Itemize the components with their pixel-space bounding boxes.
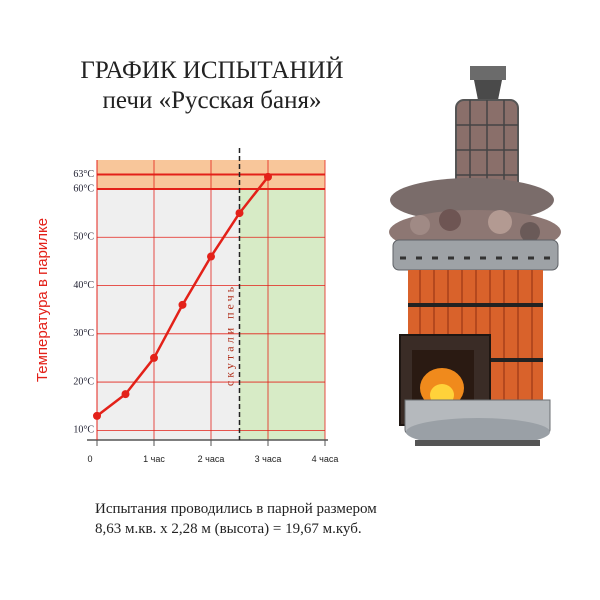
y-tick-label: 20°C bbox=[73, 376, 94, 387]
data-point bbox=[207, 252, 215, 261]
plot: 10°C 20°C 30°C 40°C 50°C 60°C 63°C 0 1 час 2 часа… bbox=[34, 148, 338, 464]
y-tick-label: 63°C bbox=[73, 169, 94, 180]
y-tick-label: 10°C bbox=[73, 425, 94, 436]
x-tick-label: 2 часа bbox=[198, 454, 225, 464]
y-tick-label: 30°C bbox=[73, 328, 94, 339]
y-axis-label: Температура в парилке bbox=[34, 218, 51, 382]
data-point bbox=[150, 353, 158, 362]
x-tick-label: 3 часа bbox=[255, 454, 282, 464]
chart-title: ГРАФИК ИСПЫТАНИЙ bbox=[80, 56, 343, 84]
data-point bbox=[93, 411, 101, 420]
divider-label: скутали печь bbox=[223, 284, 237, 386]
holding-zone bbox=[239, 188, 325, 440]
y-tick-label: 60°C bbox=[73, 183, 94, 194]
note-line: 8,63 м.кв. х 2,28 м (высота) = 19,67 м.к… bbox=[95, 521, 362, 537]
heating-zone bbox=[97, 188, 240, 440]
data-point bbox=[264, 172, 272, 181]
x-tick-label: 0 bbox=[87, 454, 92, 464]
chart-subtitle: печи «Русская баня» bbox=[103, 87, 322, 114]
data-point bbox=[235, 209, 244, 218]
x-tick-label: 4 часа bbox=[312, 454, 339, 464]
data-point bbox=[178, 300, 187, 309]
data-point bbox=[121, 390, 130, 399]
note-line: Испытания проводились в парной размером bbox=[95, 501, 377, 517]
y-tick-label: 40°C bbox=[73, 280, 94, 291]
x-tick-label: 1 час bbox=[143, 454, 165, 464]
stove-illustration bbox=[389, 66, 561, 446]
y-tick-label: 50°C bbox=[73, 232, 94, 243]
